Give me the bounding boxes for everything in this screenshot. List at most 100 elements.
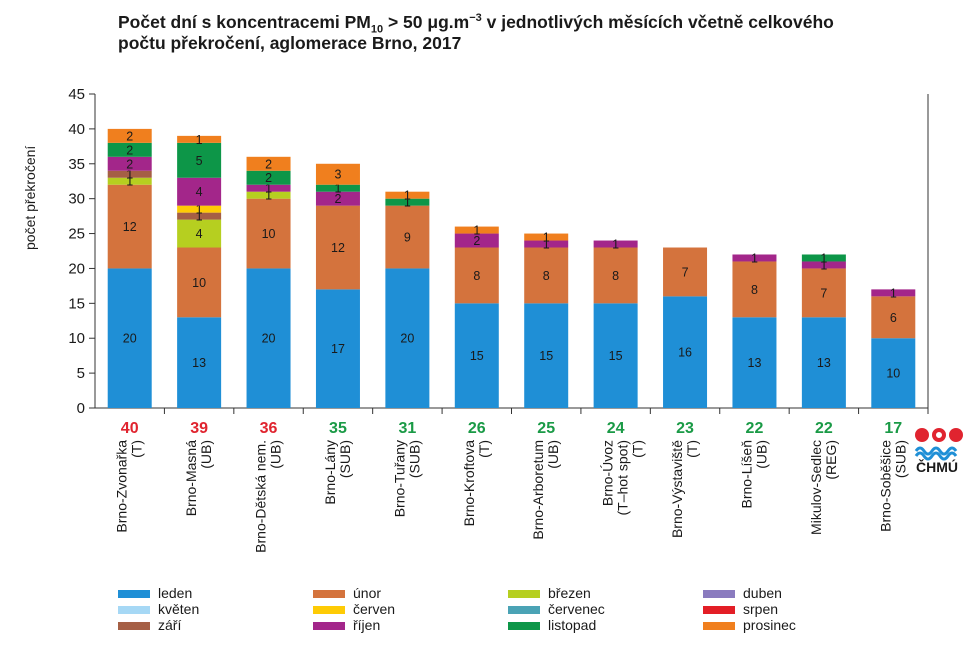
bar-segment <box>177 212 222 220</box>
station-type: (T) <box>630 440 646 458</box>
data-label: 1 <box>612 238 619 252</box>
data-label: 1 <box>890 286 897 300</box>
bar-segment <box>107 177 152 185</box>
legend-swatch <box>508 606 540 615</box>
station-name: Brno-Líšeň <box>738 440 754 508</box>
data-label: 17 <box>331 342 345 356</box>
station-type: (UB) <box>545 440 561 469</box>
title-text-2: > 50 μg.m <box>383 12 470 32</box>
data-label: 1 <box>820 251 827 265</box>
data-label: 1 <box>820 258 827 272</box>
legend-swatch <box>313 606 345 615</box>
bar-segment <box>246 191 291 199</box>
y-tick-label: 20 <box>68 260 85 277</box>
x-tick-label: Brno-Masná (UB) <box>183 440 214 516</box>
data-label: 12 <box>123 220 137 234</box>
total-label: 36 <box>260 420 278 437</box>
bar-segment <box>246 268 291 408</box>
legend-label: prosinec <box>743 617 796 633</box>
bar-segment <box>177 142 222 178</box>
legend-item: červen <box>313 601 395 617</box>
bar-segment <box>454 233 499 248</box>
legend-label: květen <box>158 601 200 617</box>
legend-item: září <box>118 617 181 633</box>
bar-segment <box>801 268 846 318</box>
data-label: 2 <box>473 234 480 248</box>
data-label: 2 <box>126 129 133 143</box>
data-label: 15 <box>470 349 484 363</box>
y-tick-label: 5 <box>77 365 85 382</box>
total-label: 22 <box>815 420 833 437</box>
data-label: 2 <box>265 157 272 171</box>
data-label: 10 <box>262 227 276 241</box>
station-type: (SUB) <box>337 440 353 478</box>
x-tick-label: Brno-Zvonařka (T) <box>114 440 145 533</box>
bar-segment <box>801 317 846 408</box>
station-name: Brno-Zvonařka <box>114 440 130 533</box>
legend-label: duben <box>743 585 782 601</box>
bar-segment <box>524 233 569 241</box>
bar-segment <box>107 142 152 157</box>
data-label: 4 <box>196 185 203 199</box>
bar-segment <box>524 247 569 304</box>
legend-label: listopad <box>548 617 597 633</box>
legend-swatch <box>508 622 540 631</box>
station-name: Brno-Lány <box>322 440 338 505</box>
x-tick-label: Brno-Soběšice (SUB) <box>877 440 908 532</box>
station-name: Brno-Arboretum <box>530 440 546 540</box>
legend-swatch <box>118 590 150 599</box>
data-label: 3 <box>334 168 341 182</box>
data-label: 13 <box>817 356 831 370</box>
legend-item: květen <box>118 601 199 617</box>
bar-segment <box>801 261 846 269</box>
total-label: 22 <box>746 420 764 437</box>
data-label: 1 <box>265 182 272 196</box>
data-label: 8 <box>543 269 550 283</box>
data-label: 20 <box>400 332 414 346</box>
bar-segment <box>315 205 360 290</box>
bar-segment <box>454 303 499 408</box>
bar-segment <box>454 226 499 234</box>
chmu-logo-text: ČHMÚ <box>916 459 958 475</box>
total-label: 31 <box>398 420 416 437</box>
station-type: (T) <box>684 440 700 458</box>
x-tick-label: Brno-Kroftova (T) <box>461 440 492 527</box>
total-label: 25 <box>537 420 555 437</box>
station-type: (SUB) <box>406 440 422 478</box>
x-tick-label: Brno-Dětská nem. (UB) <box>253 440 284 553</box>
total-label: 17 <box>884 420 902 437</box>
bar-segment <box>663 247 708 297</box>
bar-segment <box>385 198 430 206</box>
data-label: 1 <box>543 238 550 252</box>
station-name: Brno-Úvoz <box>600 440 616 506</box>
bar-segment <box>871 338 916 408</box>
legend-label: červen <box>353 601 396 617</box>
bar-segment <box>385 205 430 269</box>
station-type: (T) <box>476 440 492 458</box>
legend-label: září <box>158 617 182 633</box>
data-label: 15 <box>539 349 553 363</box>
station-type: (T) <box>129 440 145 458</box>
bar-segment <box>177 219 222 248</box>
bar-segment <box>732 254 777 262</box>
x-tick-label: Brno-Výstaviště (T) <box>669 440 700 538</box>
legend-swatch <box>703 590 735 599</box>
legend-item: duben <box>703 585 782 601</box>
data-label: 8 <box>751 283 758 297</box>
data-label: 12 <box>331 241 345 255</box>
bar-segment <box>246 170 291 185</box>
total-label: 40 <box>121 420 139 437</box>
data-label: 2 <box>265 171 272 185</box>
title-line-2: počtu překročení, aglomerace Brno, 2017 <box>118 33 462 53</box>
bar-segment <box>107 170 152 178</box>
bar-segment <box>593 303 638 408</box>
station-type: (SUB) <box>892 440 908 478</box>
y-tick-label: 25 <box>68 226 85 243</box>
y-tick-label: 45 <box>68 86 85 103</box>
data-label: 1 <box>404 189 411 203</box>
station-name: Brno-Kroftova <box>461 440 477 527</box>
data-label: 7 <box>682 265 689 279</box>
legend-item: prosinec <box>703 617 796 633</box>
bar-segment <box>315 163 360 185</box>
bar-segment <box>315 191 360 206</box>
